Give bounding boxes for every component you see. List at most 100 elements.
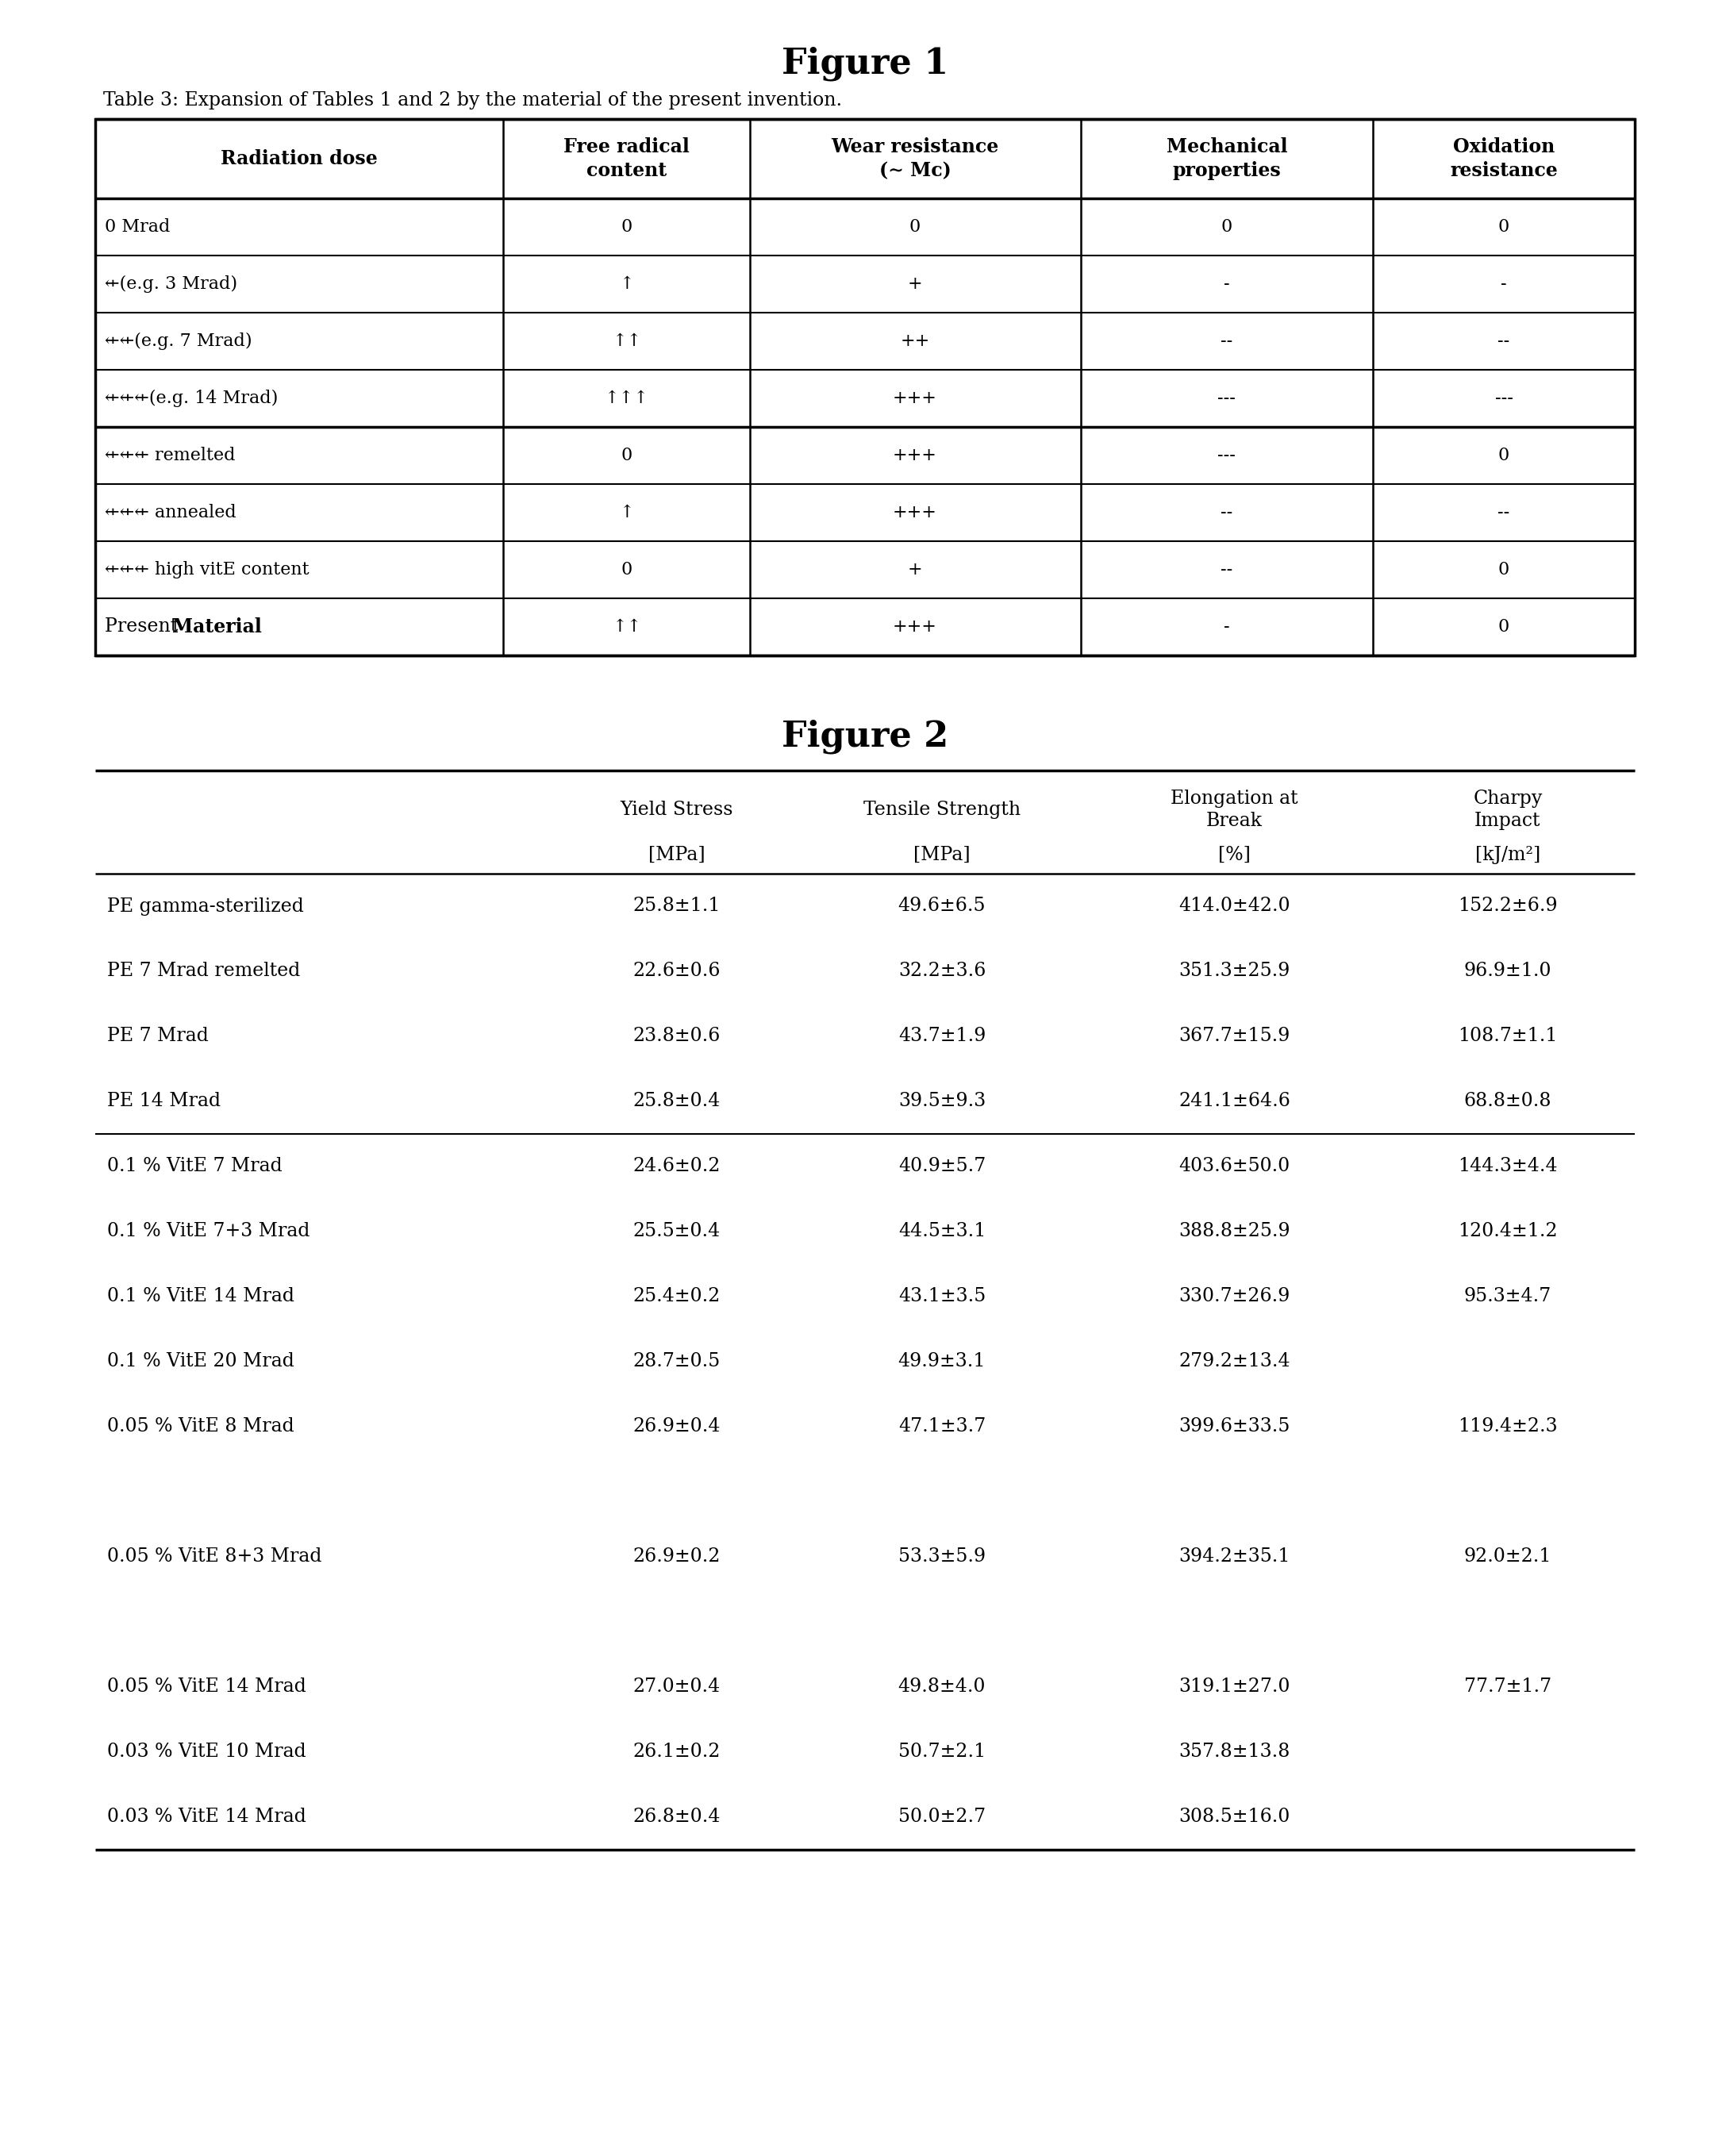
Text: 403.6±50.0: 403.6±50.0 xyxy=(1178,1158,1291,1175)
Text: 96.9±1.0: 96.9±1.0 xyxy=(1464,962,1552,981)
Text: 279.2±13.4: 279.2±13.4 xyxy=(1178,1352,1291,1371)
Text: 26.1±0.2: 26.1±0.2 xyxy=(633,1742,720,1761)
Text: 241.1±64.6: 241.1±64.6 xyxy=(1178,1093,1291,1110)
Text: [%]: [%] xyxy=(1218,845,1251,865)
Text: --: -- xyxy=(1221,505,1233,522)
Text: Mechanical
properties: Mechanical properties xyxy=(1166,138,1287,179)
Text: 27.0±0.4: 27.0±0.4 xyxy=(633,1677,720,1697)
Text: 25.8±0.4: 25.8±0.4 xyxy=(633,1093,720,1110)
Text: 357.8±13.8: 357.8±13.8 xyxy=(1178,1742,1291,1761)
Text: ---: --- xyxy=(1218,390,1235,407)
Text: Elongation at
Break: Elongation at Break xyxy=(1171,789,1298,830)
Text: 49.9±3.1: 49.9±3.1 xyxy=(898,1352,986,1371)
Text: 399.6±33.5: 399.6±33.5 xyxy=(1178,1419,1291,1436)
Text: 308.5±16.0: 308.5±16.0 xyxy=(1178,1809,1291,1826)
Text: 0.1 % VitE 7+3 Mrad: 0.1 % VitE 7+3 Mrad xyxy=(107,1222,310,1240)
Text: -: - xyxy=(1223,619,1230,636)
Text: 0: 0 xyxy=(1498,619,1510,636)
Text: 92.0±2.1: 92.0±2.1 xyxy=(1464,1548,1552,1565)
Text: 367.7±15.9: 367.7±15.9 xyxy=(1178,1026,1291,1046)
Text: ⇷⇷⇷ annealed: ⇷⇷⇷ annealed xyxy=(106,505,237,522)
Text: 0: 0 xyxy=(1221,218,1232,235)
Text: 108.7±1.1: 108.7±1.1 xyxy=(1458,1026,1557,1046)
Text: Material: Material xyxy=(173,617,261,636)
Text: 49.8±4.0: 49.8±4.0 xyxy=(898,1677,986,1697)
Text: Oxidation
resistance: Oxidation resistance xyxy=(1450,138,1557,179)
Text: ⇷⇷⇷ high vitE content: ⇷⇷⇷ high vitE content xyxy=(106,561,310,578)
Text: ↑↑↑: ↑↑↑ xyxy=(604,390,649,407)
Text: --: -- xyxy=(1221,561,1233,578)
Text: 23.8±0.6: 23.8±0.6 xyxy=(633,1026,720,1046)
Text: 0.05 % VitE 14 Mrad: 0.05 % VitE 14 Mrad xyxy=(107,1677,306,1697)
Text: 0 Mrad: 0 Mrad xyxy=(106,218,170,235)
Text: 25.5±0.4: 25.5±0.4 xyxy=(633,1222,720,1240)
Text: ---: --- xyxy=(1218,446,1235,464)
Text: 0.05 % VitE 8 Mrad: 0.05 % VitE 8 Mrad xyxy=(107,1419,294,1436)
Bar xyxy=(95,119,1635,655)
Text: ⇷⇷⇷(e.g. 14 Mrad): ⇷⇷⇷(e.g. 14 Mrad) xyxy=(106,390,279,407)
Text: 28.7±0.5: 28.7±0.5 xyxy=(633,1352,720,1371)
Text: Free radical
content: Free radical content xyxy=(564,138,690,179)
Text: 32.2±3.6: 32.2±3.6 xyxy=(898,962,986,981)
Text: 0: 0 xyxy=(621,218,631,235)
Text: ⇷(e.g. 3 Mrad): ⇷(e.g. 3 Mrad) xyxy=(106,276,237,293)
Text: 95.3±4.7: 95.3±4.7 xyxy=(1464,1287,1552,1307)
Text: 0.1 % VitE 14 Mrad: 0.1 % VitE 14 Mrad xyxy=(107,1287,294,1307)
Text: 26.9±0.4: 26.9±0.4 xyxy=(633,1419,720,1436)
Text: Figure 2: Figure 2 xyxy=(782,718,948,752)
Text: 43.7±1.9: 43.7±1.9 xyxy=(898,1026,986,1046)
Text: 53.3±5.9: 53.3±5.9 xyxy=(898,1548,986,1565)
Text: -: - xyxy=(1502,276,1507,293)
Text: --: -- xyxy=(1221,332,1233,349)
Text: ↑: ↑ xyxy=(619,505,633,522)
Text: [MPa]: [MPa] xyxy=(649,845,704,865)
Text: 0.03 % VitE 10 Mrad: 0.03 % VitE 10 Mrad xyxy=(107,1742,306,1761)
Text: 0: 0 xyxy=(910,218,920,235)
Text: 43.1±3.5: 43.1±3.5 xyxy=(898,1287,986,1307)
Text: PE 7 Mrad: PE 7 Mrad xyxy=(107,1026,209,1046)
Text: Radiation dose: Radiation dose xyxy=(221,149,377,168)
Text: 25.4±0.2: 25.4±0.2 xyxy=(633,1287,720,1307)
Text: 39.5±9.3: 39.5±9.3 xyxy=(898,1093,986,1110)
Text: 24.6±0.2: 24.6±0.2 xyxy=(633,1158,720,1175)
Text: Figure 1: Figure 1 xyxy=(782,45,948,80)
Text: PE 14 Mrad: PE 14 Mrad xyxy=(107,1093,221,1110)
Text: 319.1±27.0: 319.1±27.0 xyxy=(1178,1677,1291,1697)
Text: [kJ/m²]: [kJ/m²] xyxy=(1476,845,1540,865)
Text: +: + xyxy=(908,276,922,293)
Text: ⇷⇷⇷ remelted: ⇷⇷⇷ remelted xyxy=(106,446,235,464)
Text: 26.8±0.4: 26.8±0.4 xyxy=(633,1809,720,1826)
Text: Yield Stress: Yield Stress xyxy=(619,800,734,819)
Text: 0: 0 xyxy=(1498,561,1510,578)
Text: Table 3: Expansion of Tables 1 and 2 by the material of the present invention.: Table 3: Expansion of Tables 1 and 2 by … xyxy=(104,91,843,110)
Text: 414.0±42.0: 414.0±42.0 xyxy=(1178,897,1291,916)
Text: 351.3±25.9: 351.3±25.9 xyxy=(1178,962,1291,981)
Text: PE 7 Mrad remelted: PE 7 Mrad remelted xyxy=(107,962,301,981)
Text: 0: 0 xyxy=(621,446,631,464)
Text: --: -- xyxy=(1498,332,1510,349)
Text: 0.1 % VitE 20 Mrad: 0.1 % VitE 20 Mrad xyxy=(107,1352,294,1371)
Text: +++: +++ xyxy=(893,390,938,407)
Text: 22.6±0.6: 22.6±0.6 xyxy=(633,962,720,981)
Text: ⇷⇷(e.g. 7 Mrad): ⇷⇷(e.g. 7 Mrad) xyxy=(106,332,253,349)
Text: 0.05 % VitE 8+3 Mrad: 0.05 % VitE 8+3 Mrad xyxy=(107,1548,322,1565)
Text: Tensile Strength: Tensile Strength xyxy=(863,800,1021,819)
Text: PE gamma-sterilized: PE gamma-sterilized xyxy=(107,897,304,916)
Text: Present: Present xyxy=(106,619,183,636)
Text: 0: 0 xyxy=(1498,218,1510,235)
Text: 119.4±2.3: 119.4±2.3 xyxy=(1458,1419,1557,1436)
Text: 330.7±26.9: 330.7±26.9 xyxy=(1178,1287,1291,1307)
Text: ↑↑: ↑↑ xyxy=(612,619,642,636)
Text: 120.4±1.2: 120.4±1.2 xyxy=(1458,1222,1557,1240)
Text: 388.8±25.9: 388.8±25.9 xyxy=(1178,1222,1291,1240)
Text: 50.0±2.7: 50.0±2.7 xyxy=(898,1809,986,1826)
Text: 394.2±35.1: 394.2±35.1 xyxy=(1178,1548,1291,1565)
Text: +++: +++ xyxy=(893,505,938,522)
Text: [MPa]: [MPa] xyxy=(913,845,971,865)
Text: 0: 0 xyxy=(621,561,631,578)
Text: ---: --- xyxy=(1495,390,1514,407)
Text: 0: 0 xyxy=(1498,446,1510,464)
Text: -: - xyxy=(1223,276,1230,293)
Text: 0.1 % VitE 7 Mrad: 0.1 % VitE 7 Mrad xyxy=(107,1158,282,1175)
Text: 26.9±0.2: 26.9±0.2 xyxy=(633,1548,720,1565)
